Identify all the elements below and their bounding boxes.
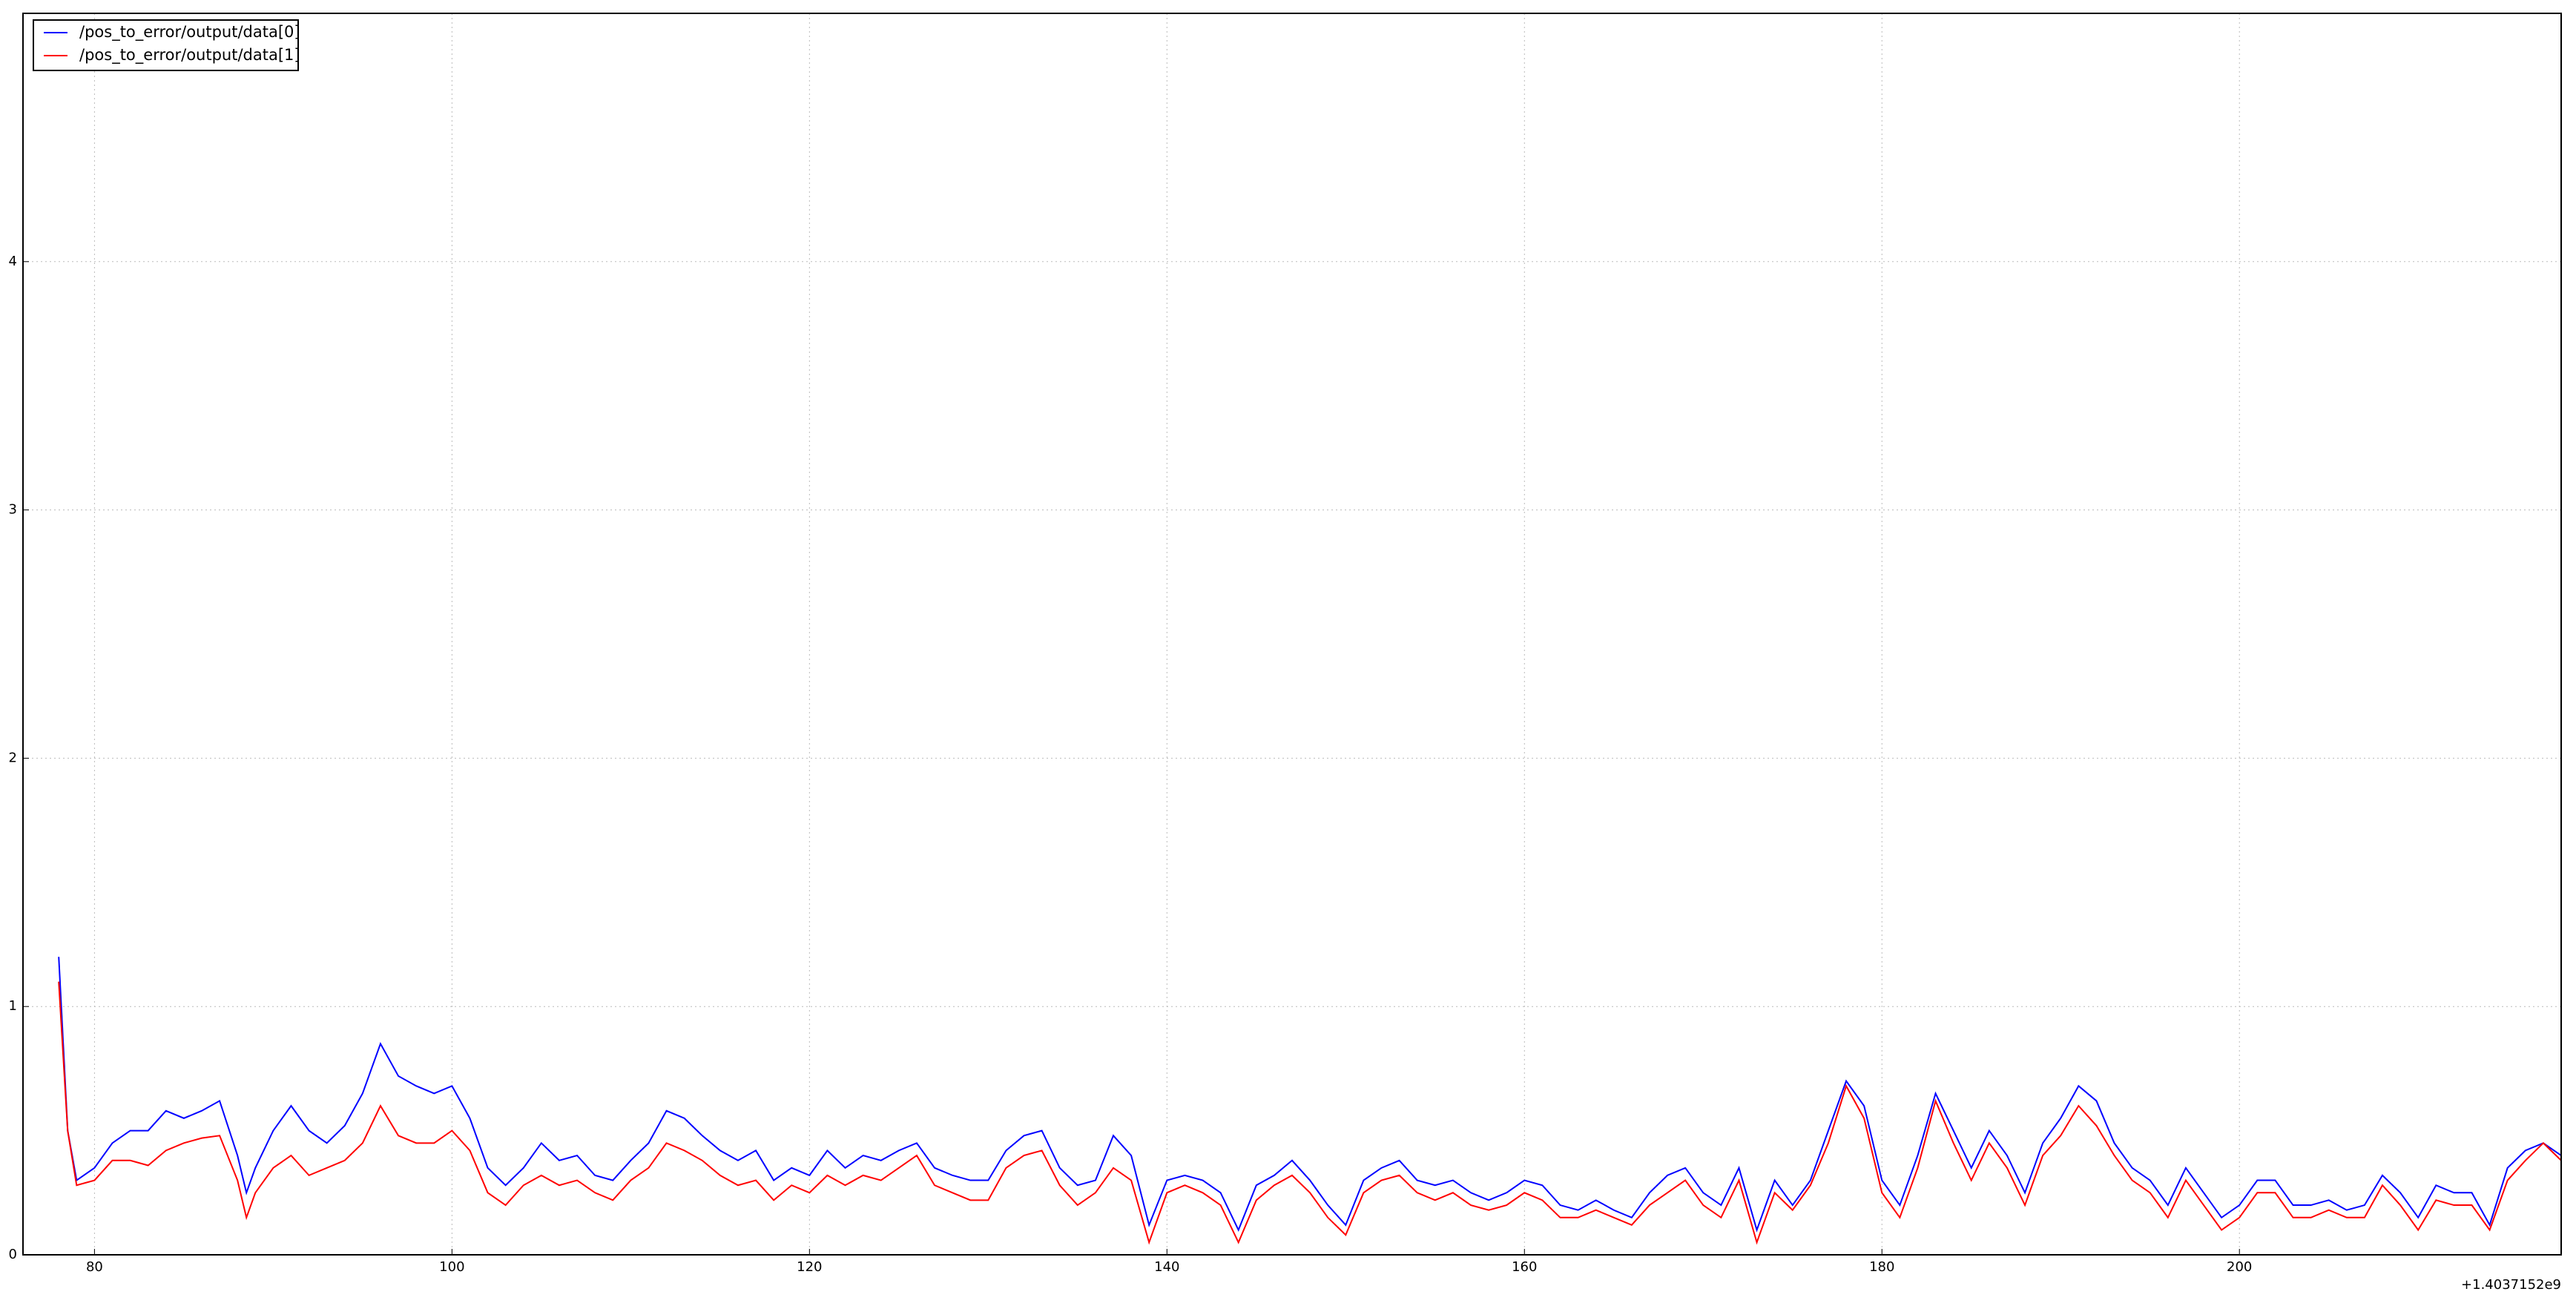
y-tick-label: 4	[9, 254, 17, 269]
x-tick-label: 180	[1869, 1259, 1894, 1275]
legend-text: /pos_to_error/output/data[1]	[79, 46, 300, 65]
line-series	[58, 981, 2562, 1245]
line-series	[58, 957, 2562, 1233]
x-tick-label: 140	[1154, 1259, 1179, 1275]
y-tick-label: 3	[9, 502, 17, 518]
y-tick-label: 2	[9, 750, 17, 765]
x-tick-label: 80	[86, 1259, 103, 1275]
legend-text: /pos_to_error/output/data[0]	[79, 23, 300, 42]
x-tick-label: 100	[439, 1259, 464, 1275]
x-tick-label: 200	[2227, 1259, 2252, 1275]
legend-box	[33, 19, 299, 71]
x-offset-label: +1.4037152e9	[2461, 1277, 2561, 1293]
x-tick-label: 160	[1512, 1259, 1537, 1275]
y-tick-label: 0	[9, 1247, 17, 1262]
y-tick-label: 1	[9, 998, 17, 1014]
x-tick-label: 120	[797, 1259, 822, 1275]
plot-frame	[22, 13, 2562, 1256]
